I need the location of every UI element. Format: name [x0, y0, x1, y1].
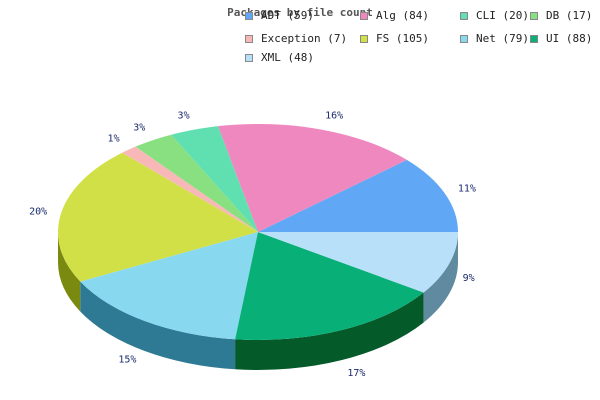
pie-slice-xml — [258, 232, 458, 293]
pie-slice-ui — [235, 232, 424, 340]
legend-label: Exception (7) — [261, 32, 348, 45]
legend-item-fs: FS (105) — [360, 32, 429, 45]
legend-label: XML (48) — [261, 51, 314, 64]
pie-side-net — [80, 281, 236, 370]
pie-slice-cli — [171, 126, 258, 232]
legend-label: Net (79) — [476, 32, 529, 45]
legend-item-xml: XML (48) — [245, 51, 314, 64]
pct-label-exception: 1% — [108, 133, 120, 144]
legend-item-alg: Alg (84) — [360, 9, 429, 22]
pct-label-fs: 20% — [29, 207, 47, 218]
pie-slice-net — [80, 232, 258, 340]
legend-label: Alg (84) — [376, 9, 429, 22]
pct-label-ui: 17% — [347, 368, 365, 379]
legend-item-ui: UI (88) — [530, 32, 592, 45]
pie-slice-db — [135, 134, 258, 232]
pct-label-adt: 11% — [458, 184, 476, 195]
pct-label-db: 3% — [133, 123, 145, 134]
legend-label: DB (17) — [546, 9, 593, 22]
pie-side-walls — [58, 232, 458, 370]
pie-slice-fs — [57, 152, 259, 282]
legend-item-db: DB (17) — [530, 9, 592, 22]
legend-item-net: Net (79) — [460, 32, 529, 45]
legend-swatch — [460, 34, 468, 43]
pie-side-fs — [58, 232, 81, 312]
pie-labels: 11% 16% 3% 3% 1% 20% 15% 17% 9% — [29, 110, 476, 379]
pie-slice-alg — [217, 123, 407, 232]
legend-swatch — [245, 53, 253, 62]
legend-swatch — [460, 11, 468, 20]
legend-label: CLI (20) — [476, 9, 529, 22]
legend-item-exception: Exception (7) — [245, 32, 347, 45]
legend-item-cli: CLI (20) — [460, 9, 529, 22]
legend-swatch — [530, 34, 538, 43]
legend: ADT (59) Alg (84) CLI (20) DB (17) Exception… — [245, 9, 600, 69]
legend-label: FS (105) — [376, 32, 429, 45]
pie-slice-adt — [258, 159, 458, 232]
legend-swatch — [360, 11, 368, 20]
pie-side-xml — [423, 232, 458, 323]
legend-label: UI (88) — [546, 32, 593, 45]
chart-title-text: Packages by file count — [227, 6, 373, 19]
chart-title: Packages by file count — [0, 6, 600, 19]
legend-swatch — [360, 34, 368, 43]
legend-swatch — [245, 34, 253, 43]
pct-label-alg: 16% — [325, 110, 343, 121]
pct-label-net: 15% — [118, 355, 136, 366]
pie-slice-exception — [122, 146, 258, 232]
legend-swatch — [245, 11, 253, 20]
pie-side-ui — [235, 292, 424, 370]
pie-top — [57, 123, 458, 340]
pct-label-cli: 3% — [178, 111, 190, 122]
pct-label-xml: 9% — [463, 273, 475, 284]
legend-swatch — [530, 11, 538, 20]
legend-item-adt: ADT (59) — [245, 9, 314, 22]
legend-label: ADT (59) — [261, 9, 314, 22]
